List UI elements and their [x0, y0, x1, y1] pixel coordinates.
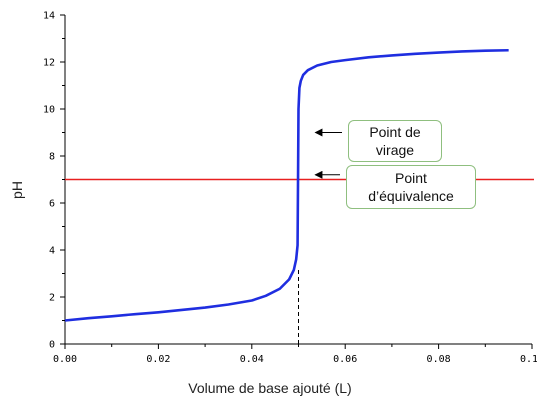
annotation-point-equivalence: Point d’équivalence — [346, 165, 476, 209]
y-axis-title: pH — [9, 181, 25, 199]
annotation-line: Point — [395, 170, 427, 186]
x-tick-label: 0.06 — [333, 354, 357, 365]
x-tick-label: 0.02 — [146, 354, 170, 365]
y-tick-label: 2 — [49, 293, 55, 304]
y-tick-label: 10 — [43, 105, 55, 116]
ticks: 0.00 0.02 0.04 0.06 0.08 0.10 0 2 4 6 8 10 12 14 — [43, 11, 537, 366]
x-tick-label: 0.08 — [427, 354, 451, 365]
y-tick-label: 4 — [49, 246, 55, 257]
titration-curve — [64, 48, 509, 322]
annotation-point-de-virage: Point de virage — [348, 120, 442, 162]
annotation-arrows — [314, 128, 342, 179]
series-group — [64, 48, 509, 322]
annotation-line: Point de — [369, 124, 421, 140]
x-tick-label: 0.00 — [53, 354, 77, 365]
annotation-line: virage — [375, 142, 415, 158]
y-tick-label: 6 — [49, 199, 55, 210]
x-tick-label: 0.04 — [240, 354, 264, 365]
y-tick-label: 8 — [49, 152, 55, 163]
x-axis-title: Volume de base ajouté (L) — [188, 380, 351, 396]
y-tick-label: 12 — [43, 58, 55, 69]
y-tick-label: 0 — [49, 340, 55, 351]
annotation-line: d’équivalence — [368, 188, 454, 204]
y-tick-label: 14 — [43, 11, 55, 22]
x-tick-label: 0.10 — [520, 354, 537, 365]
